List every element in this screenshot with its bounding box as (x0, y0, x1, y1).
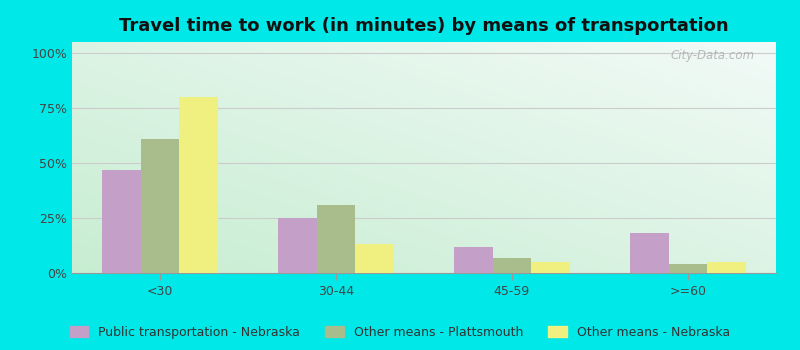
Bar (454, 247, 493, 273)
Bar (179, 97, 218, 273)
Bar (669, 264, 707, 273)
Legend: Public transportation - Nebraska, Other means - Plattsmouth, Other means - Nebra: Public transportation - Nebraska, Other … (65, 321, 735, 344)
Bar (317, 205, 355, 273)
Bar (630, 233, 669, 273)
Text: City-Data.com: City-Data.com (670, 49, 755, 62)
Bar (102, 170, 141, 273)
Bar (278, 218, 317, 273)
Bar (531, 262, 570, 273)
Bar (141, 139, 179, 273)
Bar (355, 244, 394, 273)
Bar (493, 258, 531, 273)
Bar (707, 262, 746, 273)
Title: Travel time to work (in minutes) by means of transportation: Travel time to work (in minutes) by mean… (119, 17, 729, 35)
